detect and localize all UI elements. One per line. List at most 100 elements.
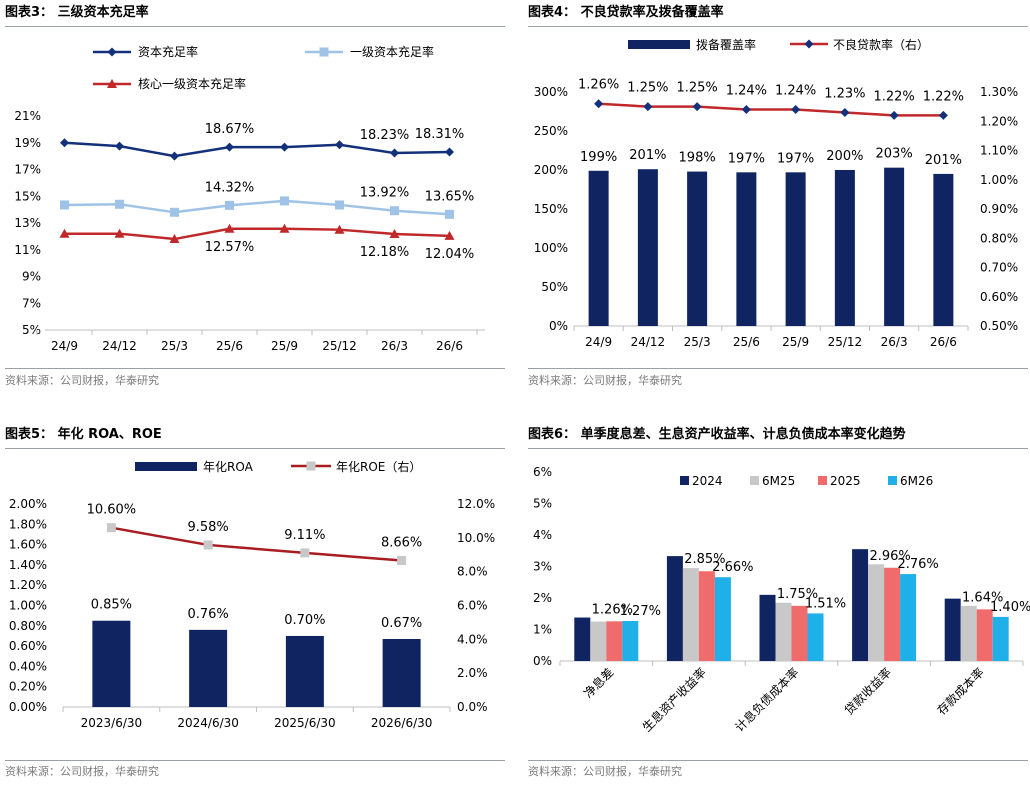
legend-swatch: [750, 476, 759, 485]
legend-label: 核心一级资本充足率: [138, 76, 246, 91]
bar-label: 2.76%: [897, 557, 938, 572]
npl-coverage-chart: 拨备覆盖率 不良贷款率（右） 300% 250% 200% 150% 100% 50% 0% 1.…: [534, 37, 1018, 349]
data-point: [444, 230, 455, 240]
data-point: [225, 142, 234, 152]
x-tick-label: 25/9: [271, 339, 298, 353]
bar: [682, 568, 699, 661]
line-label: 1.22%: [873, 89, 914, 104]
legend-marker: [319, 47, 329, 57]
panel-margin-trend: 图表6： 单季度息差、生息资产收益率、计息负债成本率变化趋势 2024 6M25 2…: [528, 422, 1030, 812]
bar: [382, 638, 421, 707]
bar: [884, 167, 905, 326]
legend-marker: [804, 39, 814, 49]
data-point: [300, 548, 310, 558]
bar: [944, 598, 961, 661]
data-point: [170, 207, 179, 217]
bar-label: 1.26%: [592, 602, 633, 617]
x-tick-label: 25/6: [216, 339, 243, 353]
y-tick-label: 15%: [14, 189, 41, 203]
bar-label: 1.27%: [620, 604, 661, 619]
x-tick-label: 计息负债成本率: [732, 665, 802, 735]
data-point: [115, 199, 124, 209]
divider: [5, 760, 505, 761]
series-line: [64, 199, 450, 216]
data-point: [389, 228, 400, 238]
roa-roe-chart: 年化ROA 年化ROE（右） 2.00% 1.80% 1.60% 1.40% 1.20% 1.…: [9, 459, 495, 730]
bar: [791, 605, 808, 661]
y-right-tick-label: 0.0%: [457, 700, 488, 714]
line-label: 1.25%: [676, 81, 717, 96]
legend-swatch: [888, 476, 897, 485]
y-left-tick-label: 1.20%: [9, 578, 47, 592]
bar-label: 199%: [580, 150, 617, 165]
legend-label: 6M26: [900, 474, 933, 488]
data-point: [445, 147, 454, 157]
line-label: 8.66%: [381, 536, 422, 551]
source-note: 资料来源：公司财报，华泰研究: [5, 765, 159, 778]
y-left-tick-label: 100%: [534, 241, 568, 255]
legend-label: 拨备覆盖率: [696, 37, 756, 52]
x-tick-label: 2024/6/30: [177, 716, 239, 730]
series-line: [111, 526, 402, 562]
panel-capital-adequacy: 图表3： 三级资本充足率 资本充足率 一级资本充足率 核心一级资本充足率 21% 19%…: [5, 0, 505, 390]
legend-label: 年化ROE（右）: [336, 459, 421, 474]
bar: [976, 609, 993, 661]
bar: [785, 172, 806, 326]
bar-label: 200%: [826, 149, 863, 164]
data-point: [397, 556, 407, 566]
y-tick-label: 6%: [533, 465, 552, 479]
bar-label: 201%: [629, 148, 666, 163]
y-right-tick-label: 10.0%: [457, 531, 495, 545]
y-tick-label: 13%: [14, 216, 41, 230]
data-point: [445, 209, 454, 219]
source-note: 资料来源：公司财报，华泰研究: [528, 374, 682, 387]
data-label: 18.31%: [415, 127, 465, 142]
data-point: [390, 148, 399, 158]
bar: [884, 567, 901, 661]
y-tick-label: 11%: [14, 243, 41, 257]
x-tick-label: 24/12: [102, 339, 137, 353]
data-point: [741, 105, 751, 115]
bar: [588, 170, 609, 326]
bar-label: 2.66%: [712, 560, 753, 575]
data-point: [840, 107, 850, 117]
x-tick-label: 存款成本率: [934, 665, 987, 718]
bar-label: 0.70%: [284, 613, 325, 628]
x-tick-label: 24/12: [631, 335, 666, 349]
series-line: [64, 227, 450, 241]
y-right-tick-label: 1.00%: [980, 173, 1018, 187]
data-point: [889, 110, 899, 120]
line-label: 1.25%: [627, 81, 668, 96]
y-right-tick-label: 1.20%: [980, 114, 1018, 128]
y-right-tick-label: 0.50%: [980, 319, 1018, 333]
chart-title: 图表6： 单季度息差、生息资产收益率、计息负债成本率变化趋势: [528, 422, 1028, 449]
data-point: [115, 141, 124, 151]
y-right-tick-label: 2.0%: [457, 666, 488, 680]
data-label: 13.65%: [425, 189, 475, 204]
x-tick-label: 24/9: [585, 335, 612, 349]
y-left-tick-label: 1.00%: [9, 599, 47, 613]
data-label: 12.57%: [205, 240, 255, 255]
series-line: [64, 141, 450, 158]
y-right-tick-label: 1.30%: [980, 85, 1018, 99]
bar-label: 2.85%: [684, 552, 725, 567]
y-left-tick-label: 1.60%: [9, 538, 47, 552]
bar-label: 0.67%: [381, 616, 422, 631]
y-right-tick-label: 0.90%: [980, 202, 1018, 216]
y-right-tick-label: 0.60%: [980, 290, 1018, 304]
bar: [900, 574, 917, 661]
data-point: [60, 138, 69, 148]
line-label: 1.26%: [578, 78, 619, 93]
data-label: 18.67%: [205, 122, 255, 137]
source-note: 资料来源：公司财报，华泰研究: [5, 374, 159, 387]
y-left-tick-label: 0.80%: [9, 619, 47, 633]
bar-label: 197%: [728, 151, 765, 166]
y-tick-label: 0%: [533, 654, 552, 668]
y-right-tick-label: 6.0%: [457, 599, 488, 613]
bar-label: 2.96%: [869, 549, 910, 564]
y-tick-label: 17%: [14, 163, 41, 177]
data-point: [106, 523, 116, 533]
x-tick-label: 2023/6/30: [81, 716, 143, 730]
x-tick-label: 24/9: [51, 339, 78, 353]
bar-label: 201%: [925, 153, 962, 168]
